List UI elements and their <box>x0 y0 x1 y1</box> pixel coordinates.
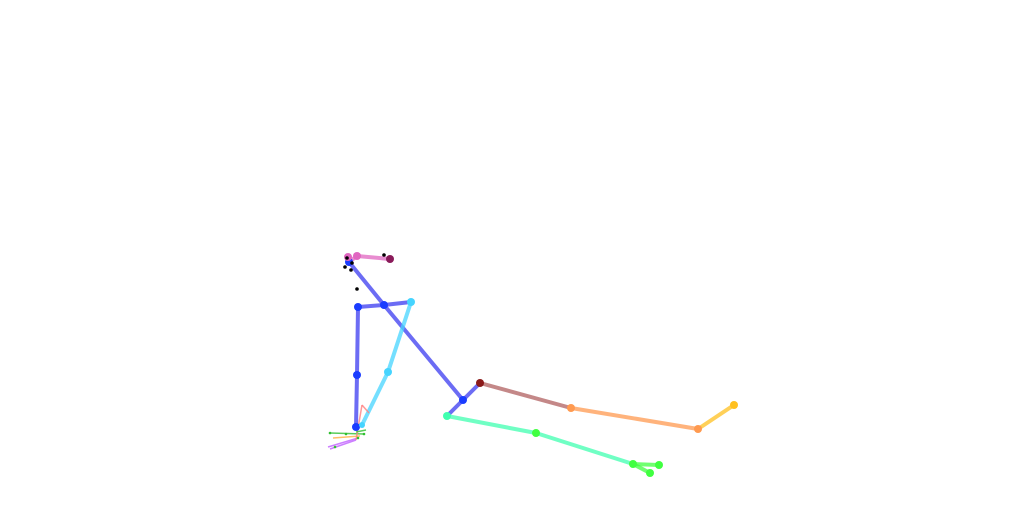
left-knee-joint <box>532 429 540 437</box>
hand-keypoint <box>334 446 337 449</box>
left-toe-2-joint <box>646 469 654 477</box>
head-right-joint <box>386 255 394 263</box>
right-forearm-limb <box>356 375 357 427</box>
right-ankle-joint <box>694 425 702 433</box>
right-toe-joint <box>730 401 738 409</box>
left-elbow-joint <box>384 368 392 376</box>
face-keypoint <box>343 265 347 269</box>
face-keypoint <box>355 287 359 291</box>
face-keypoint <box>345 256 349 260</box>
right-wrist-joint <box>352 423 360 431</box>
right-upper-arm-limb <box>357 307 358 375</box>
right-thigh-limb <box>480 383 571 408</box>
left-shoulder-joint <box>407 298 415 306</box>
head-top-joint <box>353 252 361 260</box>
skeleton-joints <box>343 252 738 477</box>
right-shin-limb <box>571 408 698 429</box>
face-keypoint <box>349 268 353 272</box>
face-keypoint <box>382 253 386 257</box>
right-shoulder-joint <box>354 303 362 311</box>
hand-keypoint <box>363 433 366 436</box>
hand-keypoint <box>345 433 348 436</box>
left-hip-joint <box>443 412 451 420</box>
left-ankle-joint <box>629 460 637 468</box>
neck-to-nose-limb <box>349 262 384 305</box>
left-thigh-limb <box>447 416 536 433</box>
face-keypoint <box>350 261 354 265</box>
skeleton-limbs <box>349 256 734 473</box>
left-wrist-joint <box>359 422 365 428</box>
hand-segment <box>328 438 358 447</box>
hand-keypoint <box>329 432 332 435</box>
left-shoulder-link-limb <box>384 302 411 305</box>
neck-joint <box>380 301 388 309</box>
left-toe-1-joint <box>655 461 663 469</box>
left-forearm-limb <box>362 372 388 425</box>
right-foot-limb <box>698 405 734 429</box>
right-knee-joint <box>567 404 575 412</box>
left-shin-limb <box>536 433 633 464</box>
hand-keypoint <box>357 437 360 440</box>
right-elbow-joint <box>353 371 361 379</box>
mid-hip-joint <box>459 396 467 404</box>
right-hip-joint <box>476 379 484 387</box>
